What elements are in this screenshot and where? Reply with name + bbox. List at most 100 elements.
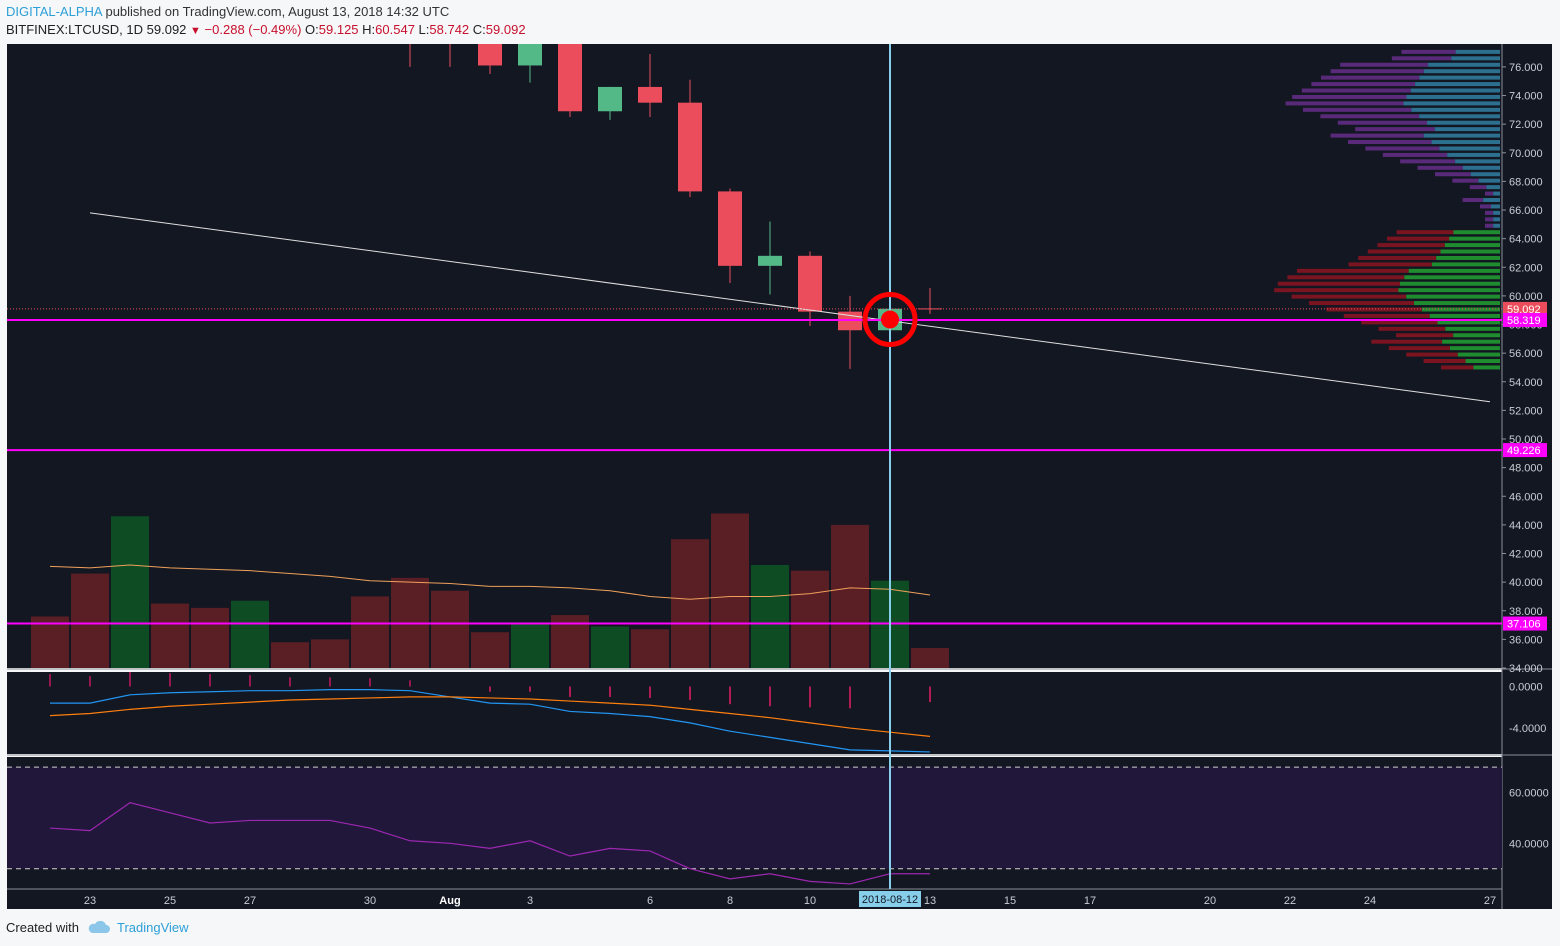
y-tick-label: 70.000 bbox=[1509, 148, 1543, 160]
volume-profile-bar bbox=[1429, 313, 1500, 318]
volume-bar bbox=[111, 516, 149, 668]
price-badge bbox=[1503, 312, 1547, 327]
tradingview-link[interactable]: TradingView bbox=[116, 920, 189, 935]
volume-profile-bar bbox=[1439, 146, 1500, 151]
x-tick-label: 24 bbox=[1364, 895, 1376, 907]
volume-profile-bar bbox=[1419, 114, 1500, 119]
volume-bar bbox=[831, 524, 869, 668]
volume-profile-bar bbox=[1391, 56, 1452, 61]
volume-profile-bar bbox=[1348, 140, 1432, 145]
volume-profile-bar bbox=[1421, 307, 1500, 312]
candle-body bbox=[718, 191, 742, 266]
volume-profile-bar bbox=[1419, 75, 1500, 80]
symbol-name[interactable]: BITFINEX:LTCUSD, 1D bbox=[6, 22, 144, 37]
volume-profile-bar bbox=[1428, 62, 1500, 67]
volume-bar bbox=[191, 607, 229, 668]
x-tick-label: 3 bbox=[527, 895, 533, 907]
volume-profile-bar bbox=[1449, 236, 1500, 241]
volume-profile-bar bbox=[1326, 307, 1422, 312]
volume-bar bbox=[351, 596, 389, 668]
volume-profile-bar bbox=[1444, 243, 1500, 248]
macd-tick-label: 0.0000 bbox=[1509, 682, 1543, 694]
volume-profile-bar bbox=[1452, 178, 1479, 183]
volume-profile-bar bbox=[1486, 185, 1500, 190]
volume-profile-bar bbox=[1291, 294, 1407, 299]
volume-profile-bar bbox=[1436, 255, 1500, 260]
low-value: 58.742 bbox=[429, 22, 470, 37]
volume-profile-bar bbox=[1371, 339, 1443, 344]
volume-bar bbox=[911, 647, 949, 668]
volume-profile-bar bbox=[1406, 294, 1500, 299]
volume-profile-bar bbox=[1483, 198, 1500, 202]
price-badge-label: 59.092 bbox=[1507, 304, 1541, 316]
y-tick-label: 48.000 bbox=[1509, 463, 1543, 475]
volume-profile-bar bbox=[1343, 313, 1430, 318]
y-tick-label: 42.000 bbox=[1509, 549, 1543, 561]
volume-profile-bar bbox=[1493, 191, 1500, 196]
x-tick-label: 6 bbox=[647, 895, 653, 907]
x-tick-label: 8 bbox=[727, 895, 733, 907]
volume-profile-bar bbox=[1435, 172, 1471, 177]
last-price: 59.092 bbox=[146, 22, 187, 37]
volume-profile-bar bbox=[1480, 204, 1491, 209]
volume-profile-bar bbox=[1491, 204, 1500, 209]
volume-profile-bar bbox=[1309, 301, 1415, 306]
volume-profile-bar bbox=[1311, 82, 1416, 87]
low-label: L: bbox=[418, 22, 430, 37]
y-tick-label: 52.000 bbox=[1509, 405, 1543, 417]
volume-profile-bar bbox=[1367, 249, 1441, 254]
rsi-band-fill bbox=[7, 767, 1502, 869]
annotation-ring bbox=[862, 292, 918, 348]
volume-profile-bar bbox=[1485, 210, 1494, 215]
volume-profile-bar bbox=[1485, 191, 1494, 196]
candle-body bbox=[638, 86, 662, 103]
annotation-dot bbox=[881, 310, 899, 329]
volume-profile-bar bbox=[1401, 49, 1456, 54]
volume-profile-bar bbox=[1388, 346, 1450, 351]
volume-profile-bar bbox=[1431, 140, 1500, 145]
volume-profile-bar bbox=[1396, 230, 1454, 235]
volume-profile-bar bbox=[1457, 352, 1500, 357]
volume-profile-bar bbox=[1449, 346, 1500, 351]
high-label: H: bbox=[362, 22, 376, 37]
y-tick-label: 60.000 bbox=[1509, 291, 1543, 303]
volume-bar bbox=[311, 639, 349, 668]
created-with-label: Created with bbox=[6, 920, 79, 935]
close-value: 59.092 bbox=[485, 22, 526, 37]
volume-profile-bar bbox=[1417, 165, 1463, 170]
volume-profile-bar bbox=[1423, 69, 1500, 74]
volume-profile-bar bbox=[1400, 159, 1456, 164]
candle-body bbox=[558, 44, 582, 112]
x-tick-label: 30 bbox=[364, 895, 376, 907]
volume-bar bbox=[31, 616, 69, 668]
y-tick-label: 34.000 bbox=[1509, 663, 1543, 675]
x-tick-label: 13 bbox=[924, 895, 936, 907]
volume-profile-bar bbox=[1469, 185, 1487, 190]
y-tick-label: 72.000 bbox=[1509, 119, 1543, 131]
volume-profile-bar bbox=[1274, 288, 1399, 293]
volume-profile-bar bbox=[1387, 236, 1450, 241]
volume-profile-bar bbox=[1285, 101, 1404, 106]
volume-bar bbox=[471, 632, 509, 668]
y-tick-label: 40.000 bbox=[1509, 577, 1543, 589]
publish-info: published on TradingView.com, August 13,… bbox=[105, 4, 450, 19]
price-plot bbox=[7, 44, 1502, 668]
volume-profile-bar bbox=[1442, 339, 1500, 344]
volume-profile-bar bbox=[1337, 120, 1428, 125]
price-badge-label: 37.106 bbox=[1507, 619, 1541, 631]
volume-profile-bar bbox=[1398, 288, 1500, 293]
candle-body bbox=[478, 44, 502, 66]
author-link[interactable]: DIGITAL-ALPHA bbox=[6, 4, 102, 19]
volume-bar bbox=[151, 603, 189, 668]
volume-bar bbox=[751, 564, 789, 668]
volume-profile-bar bbox=[1455, 159, 1500, 164]
volume-profile-bar bbox=[1473, 365, 1500, 370]
y-tick-label: 56.000 bbox=[1509, 348, 1543, 360]
volume-bar bbox=[431, 590, 469, 668]
price-badge-label: 58.319 bbox=[1507, 315, 1541, 327]
volume-profile-bar bbox=[1321, 75, 1420, 80]
candle-body bbox=[918, 308, 942, 310]
volume-profile-bar bbox=[1292, 94, 1407, 99]
volume-bar bbox=[231, 600, 269, 668]
